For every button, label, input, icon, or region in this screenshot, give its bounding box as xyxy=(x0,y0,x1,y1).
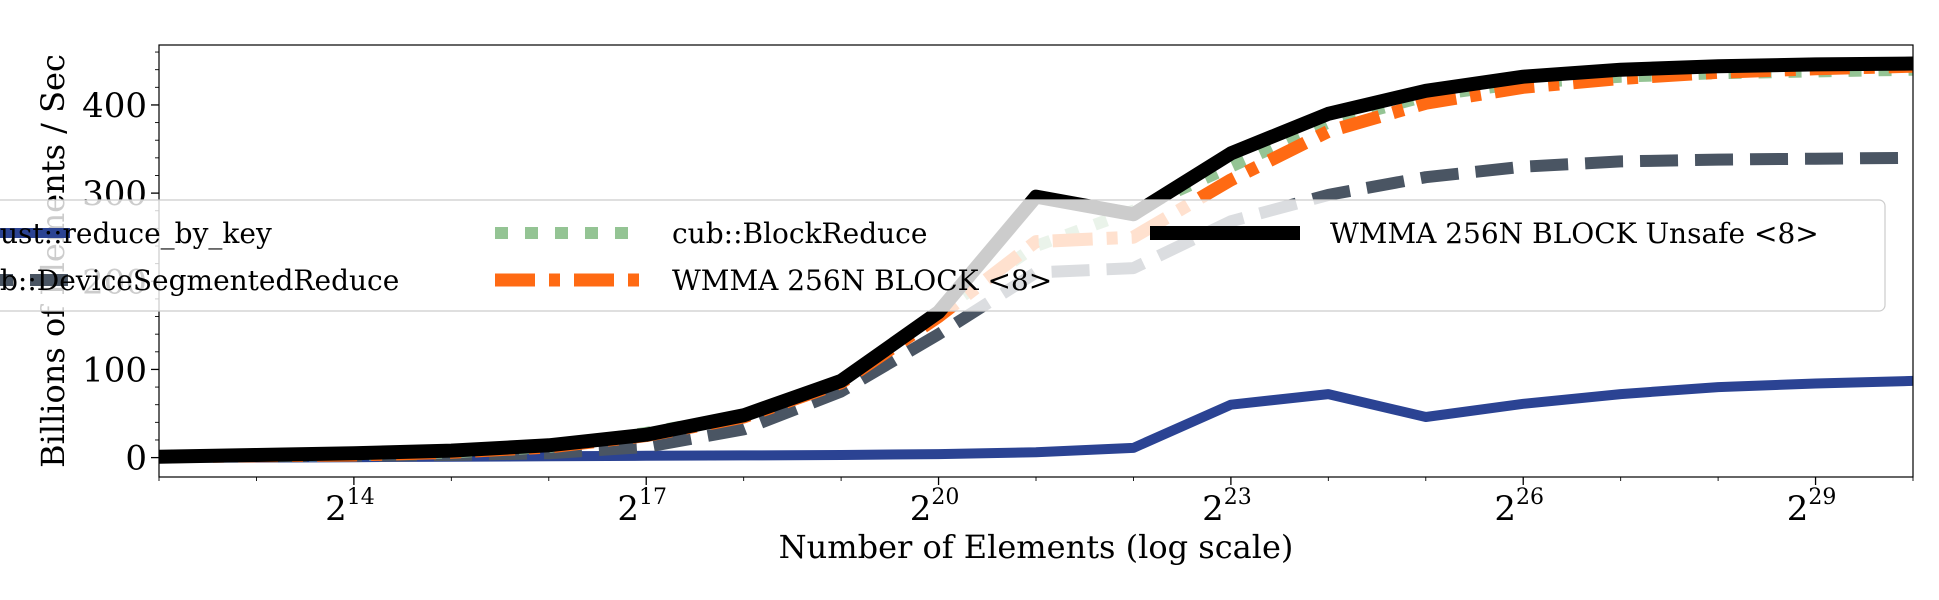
y-tick-label: 0 xyxy=(125,439,147,479)
x-axis-label: Number of Elements (log scale) xyxy=(779,528,1294,566)
legend: ust::reduce_by_keyb::DeviceSegmentedRedu… xyxy=(0,199,1886,312)
legend-label-1: b::DeviceSegmentedReduce xyxy=(0,264,399,297)
x-tick-label: 226 xyxy=(1494,485,1544,529)
legend-label-2: cub::BlockReduce xyxy=(672,217,927,250)
legend-box xyxy=(0,199,1886,312)
legend-label-3: WMMA 256N BLOCK <8> xyxy=(672,264,1052,297)
series-line-4 xyxy=(159,56,1913,464)
y-tick-label: 100 xyxy=(82,350,147,390)
legend-label-4: WMMA 256N BLOCK Unsafe <8> xyxy=(1330,217,1819,250)
legend-label-0: ust::reduce_by_key xyxy=(0,217,272,250)
x-tick-label: 220 xyxy=(910,485,960,529)
y-tick-label: 400 xyxy=(82,86,147,126)
x-tick-label: 223 xyxy=(1202,485,1252,529)
x-tick-label: 214 xyxy=(325,485,375,529)
x-tick-label: 229 xyxy=(1787,485,1837,529)
x-tick-label: 217 xyxy=(617,485,667,529)
